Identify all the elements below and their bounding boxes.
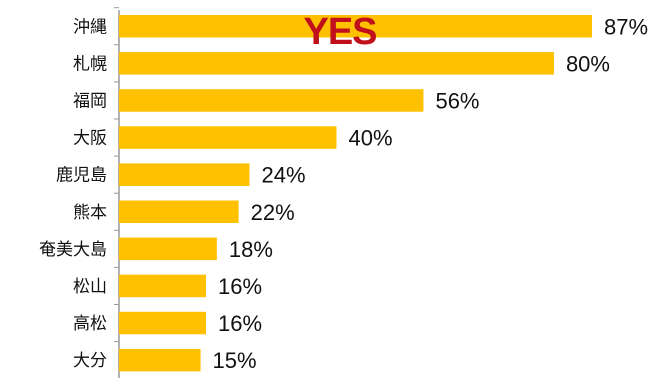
value-label-7: 16% <box>218 274 262 299</box>
category-label-0: 沖縄 <box>73 17 107 37</box>
bar-8 <box>119 311 206 335</box>
bar-6 <box>119 237 217 261</box>
value-label-3: 40% <box>348 126 392 151</box>
bar-9 <box>119 348 201 372</box>
value-label-4: 24% <box>261 163 305 188</box>
category-label-1: 札幌 <box>73 54 107 74</box>
category-label-4: 鹿児島 <box>56 166 107 186</box>
yes-annotation: YES <box>303 11 376 53</box>
bar-0 <box>119 15 592 38</box>
value-label-2: 56% <box>435 88 479 113</box>
bar-1 <box>119 52 554 75</box>
bars-layer <box>114 7 592 372</box>
bar-3 <box>119 126 337 149</box>
value-label-9: 15% <box>213 348 257 373</box>
value-label-5: 22% <box>251 200 295 225</box>
category-label-7: 松山 <box>73 277 107 297</box>
bar-5 <box>119 200 239 223</box>
category-label-2: 福岡 <box>73 91 107 111</box>
value-label-1: 80% <box>566 51 610 76</box>
category-label-6: 奄美大島 <box>39 240 107 260</box>
category-label-8: 高松 <box>73 314 107 334</box>
bar-4 <box>119 163 250 186</box>
value-label-0: 87% <box>604 14 648 39</box>
value-label-6: 18% <box>229 237 273 262</box>
bar-7 <box>119 274 206 298</box>
category-label-9: 大分 <box>73 351 107 371</box>
bar-2 <box>119 89 424 112</box>
labels-layer: 沖縄 87% 札幌 80% 福岡 56% 大阪 40% 鹿児島 24% 熊本 22% 奄美大島 18% 松山… <box>39 14 648 373</box>
category-label-3: 大阪 <box>73 129 107 149</box>
category-label-5: 熊本 <box>73 203 107 223</box>
value-label-8: 16% <box>218 311 262 336</box>
